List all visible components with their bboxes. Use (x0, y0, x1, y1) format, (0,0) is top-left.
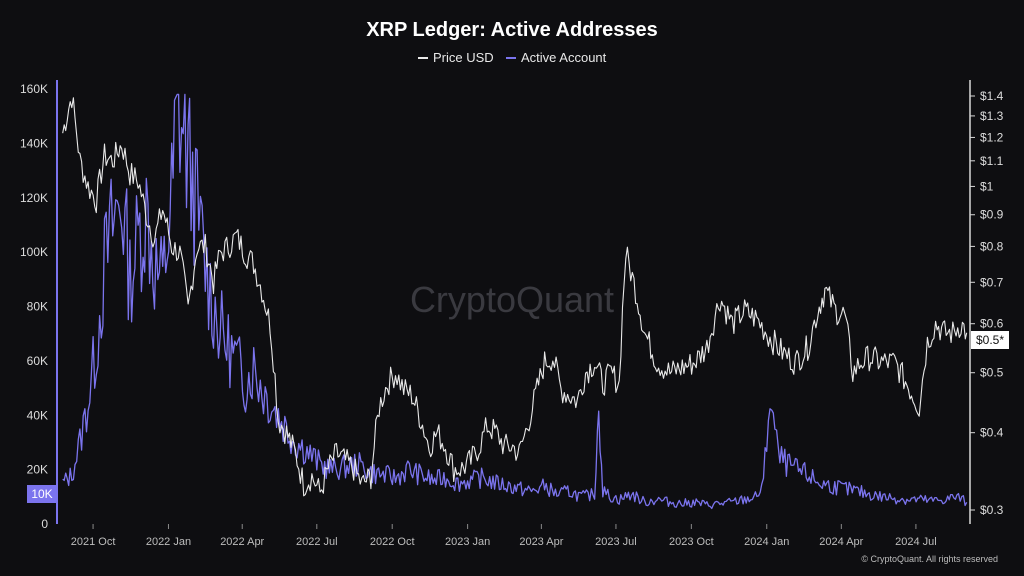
legend[interactable]: Price USD Active Account (418, 50, 607, 65)
series-price-usd-line (62, 97, 968, 497)
right-tick-label: $1.4 (980, 89, 1004, 103)
right-tick-label: $0.7 (980, 275, 1004, 289)
x-tick-label: 2022 Jul (296, 536, 338, 548)
x-tick-label: 2022 Jan (146, 536, 191, 548)
left-tick-label: 80K (27, 300, 48, 314)
current-price-label: $0.5* (976, 333, 1004, 347)
right-tick-label: $0.3 (980, 503, 1004, 517)
current-price-badge (971, 331, 1009, 349)
right-tick-label: $0.4 (980, 426, 1004, 440)
left-axis-ticks: 160K 140K 120K 100K 80K 60K 40K 20K 0 (20, 82, 48, 531)
left-tick-label: 40K (27, 408, 48, 422)
left-axis-highlight-badge (27, 485, 57, 503)
x-tick-label: 2022 Apr (220, 536, 264, 548)
right-axis-ticks: $1.4 $1.3 $1.2 $1.1 $1 $0.9 $0.8 $0.7 $0.6 $0.5 $0… (970, 89, 1004, 517)
x-tick-label: 2023 Apr (519, 536, 563, 548)
right-tick-label: $1.2 (980, 130, 1004, 144)
x-tick-label: 2023 Oct (669, 536, 714, 548)
left-tick-label: 60K (27, 354, 48, 368)
left-tick-label: 100K (20, 245, 48, 259)
x-tick-label: 2022 Oct (370, 536, 415, 548)
right-tick-label: $1.1 (980, 154, 1004, 168)
left-tick-label: 120K (20, 191, 48, 205)
x-axis-ticks: 2021 Oct 2022 Jan 2022 Apr 2022 Jul 2022 Oct… (71, 524, 937, 548)
chart-title: XRP Ledger: Active Addresses (366, 19, 658, 41)
right-tick-label: $0.6 (980, 317, 1004, 331)
left-tick-label: 0 (41, 517, 48, 531)
x-tick-label: 2023 Jan (445, 536, 490, 548)
right-tick-label: $0.5 (980, 366, 1004, 380)
right-tick-label: $0.9 (980, 208, 1004, 222)
x-tick-label: 2024 Jan (744, 536, 789, 548)
series-group (62, 93, 968, 510)
left-tick-label: 160K (20, 82, 48, 96)
left-tick-label: 20K (27, 463, 48, 477)
x-tick-label: 2021 Oct (71, 536, 116, 548)
x-tick-label: 2024 Jul (895, 536, 937, 548)
left-tick-label: 140K (20, 136, 48, 150)
series-active-account-line (62, 93, 968, 510)
right-tick-label: $0.8 (980, 239, 1004, 253)
right-tick-label: $1 (980, 179, 994, 193)
watermark: CryptoQuant (410, 279, 614, 320)
x-tick-label: 2024 Apr (819, 536, 863, 548)
legend-label-active: Active Account (521, 50, 607, 65)
left-axis-highlight-label: 10K (31, 487, 52, 501)
x-tick-label: 2023 Jul (595, 536, 637, 548)
legend-label-price: Price USD (433, 50, 494, 65)
right-tick-label: $1.3 (980, 109, 1004, 123)
copyright-text: © CryptoQuant. All rights reserved (861, 554, 998, 564)
